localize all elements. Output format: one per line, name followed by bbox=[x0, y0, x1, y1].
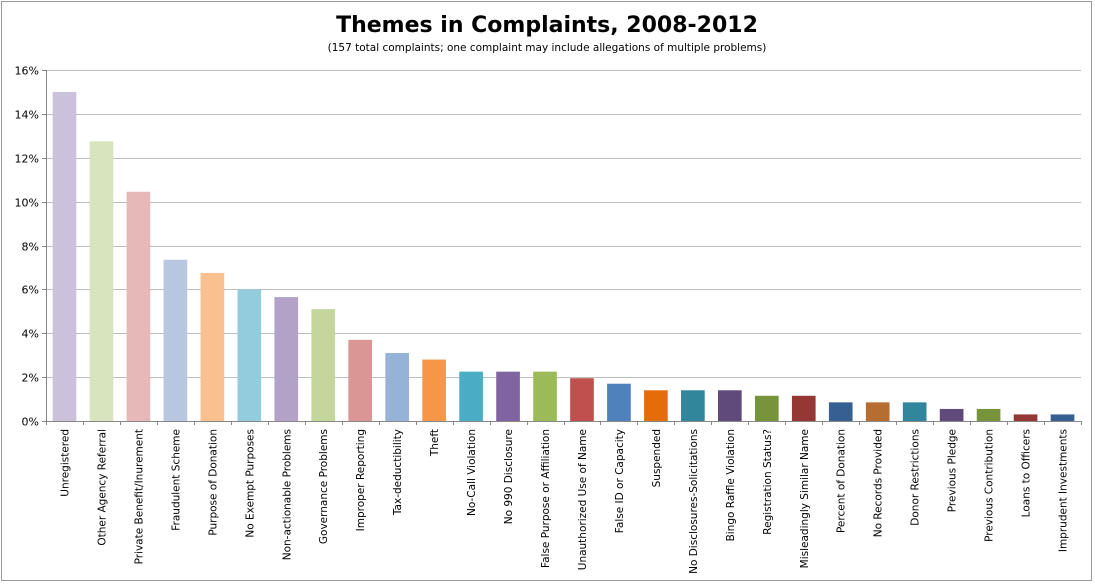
bar bbox=[976, 408, 1001, 421]
x-tick-label: Non-actionable Problems bbox=[281, 429, 293, 560]
bar bbox=[828, 402, 853, 421]
x-tick-label: Unregistered bbox=[59, 429, 71, 497]
x-tick-label: No-Call Violation bbox=[466, 429, 478, 516]
bar bbox=[348, 339, 373, 421]
bar bbox=[754, 395, 779, 421]
x-tick-label: Misleadingly Similar Name bbox=[799, 429, 811, 568]
x-tick-label: Private Benefit/Inurement bbox=[133, 429, 145, 564]
x-tick-label: Previous Pledge bbox=[947, 429, 959, 512]
bar bbox=[385, 352, 409, 421]
x-tick-label: Bingo Raffle Violation bbox=[725, 429, 737, 541]
x-tick-label: No Records Provided bbox=[873, 429, 885, 537]
bar bbox=[200, 272, 225, 421]
bar bbox=[791, 395, 816, 421]
bar bbox=[1050, 414, 1075, 421]
bar bbox=[311, 309, 336, 421]
chart-subtitle: (157 total complaints; one complaint may… bbox=[328, 42, 767, 54]
y-tick-label: 4% bbox=[22, 328, 39, 341]
x-tick-label: Loans to Officers bbox=[1021, 429, 1033, 517]
x-tick-label: Improper Reporting bbox=[355, 429, 367, 531]
bar bbox=[718, 390, 742, 421]
x-tick-label: Theft bbox=[429, 429, 441, 457]
bars bbox=[52, 91, 1075, 421]
bar bbox=[274, 297, 299, 421]
gridlines bbox=[42, 70, 1081, 425]
x-tick-label: No 990 Disclosure bbox=[503, 429, 515, 524]
bar bbox=[607, 383, 631, 421]
x-tick-label: Unauthorized Use of Name bbox=[577, 429, 589, 570]
y-tick-label: 14% bbox=[15, 109, 39, 122]
y-tick-label: 8% bbox=[22, 241, 39, 254]
x-tick-label: No Exempt Purposes bbox=[244, 429, 256, 538]
y-tick-label: 16% bbox=[15, 65, 39, 78]
bar bbox=[52, 91, 77, 421]
bar bbox=[459, 371, 483, 421]
bar bbox=[533, 371, 557, 421]
x-tick-label: Donor Restrictions bbox=[910, 429, 922, 526]
x-tick-label: Imprudent Investments bbox=[1058, 429, 1070, 552]
bar bbox=[496, 371, 520, 421]
y-tick-label: 2% bbox=[22, 372, 39, 385]
x-tick-label: Tax-deductibility bbox=[392, 429, 404, 516]
bar bbox=[89, 141, 114, 421]
bar bbox=[681, 390, 705, 421]
x-tick-label: Purpose of Donation bbox=[207, 429, 219, 536]
y-tick-label: 12% bbox=[15, 153, 39, 166]
bar bbox=[644, 390, 668, 421]
x-tick-label: Suspended bbox=[651, 429, 663, 487]
x-tick-label: Governance Problems bbox=[318, 429, 330, 544]
y-axis-ticks: 0% 2% 4% 6% 8% 10% 12% 14% 16% bbox=[15, 65, 39, 429]
x-tick-label: False ID or Capacity bbox=[614, 429, 626, 533]
bar bbox=[237, 289, 262, 421]
x-tick-label: Other Agency Referral bbox=[96, 429, 108, 546]
x-tick-label: Previous Contribution bbox=[984, 429, 996, 542]
bar bbox=[1013, 414, 1038, 421]
x-tick-label: Percent of Donation bbox=[836, 429, 848, 533]
x-axis-ticks: Unregistered Other Agency Referral Private… bbox=[59, 421, 1082, 574]
x-tick-label: False Purpose or Affiliation bbox=[540, 429, 552, 568]
bar bbox=[939, 408, 964, 421]
x-tick-label: Registration Status? bbox=[762, 429, 774, 535]
x-tick-label: Fraudulent Scheme bbox=[170, 429, 182, 531]
x-tick-label: No Disclosures-Solicitations bbox=[688, 429, 700, 574]
bar bbox=[163, 259, 188, 421]
bar bbox=[570, 378, 594, 421]
y-tick-label: 6% bbox=[22, 284, 39, 297]
bar bbox=[865, 402, 890, 421]
y-tick-label: 10% bbox=[15, 197, 39, 210]
chart-title: Themes in Complaints, 2008-2012 bbox=[336, 13, 758, 38]
bar bbox=[902, 402, 927, 421]
bar bbox=[126, 191, 151, 421]
bar bbox=[422, 359, 446, 421]
y-tick-label: 0% bbox=[22, 416, 39, 429]
